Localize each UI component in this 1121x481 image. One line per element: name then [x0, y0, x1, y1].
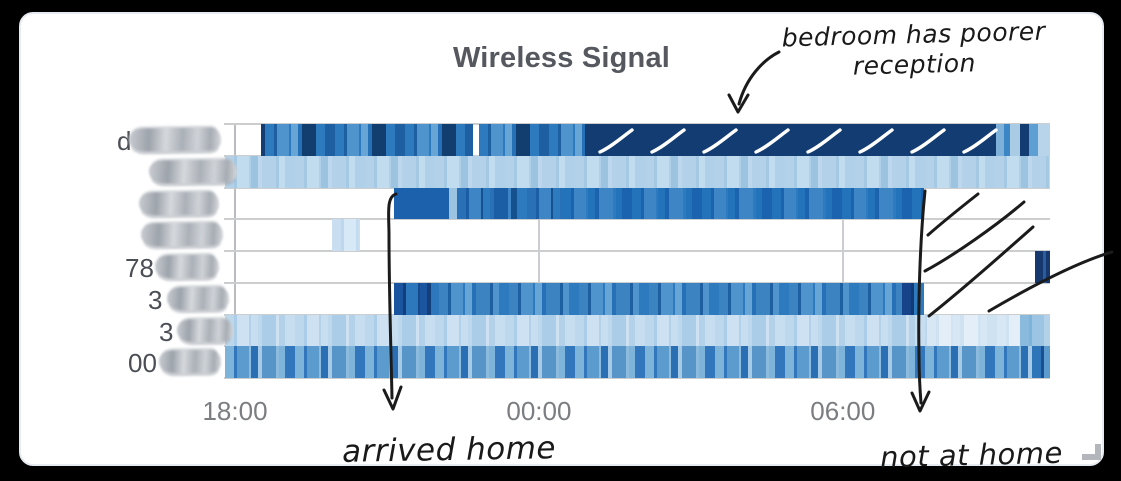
signal-band-segment — [1019, 124, 1029, 156]
signal-band-segment — [585, 124, 997, 156]
redaction-scribble — [138, 190, 220, 216]
gridline-horizontal — [224, 218, 1050, 221]
signal-band-segment — [1010, 124, 1020, 156]
signal-band-segment — [264, 124, 473, 156]
signal-band-segment — [260, 124, 265, 156]
signal-band-segment — [1019, 314, 1045, 347]
signal-band-segment — [394, 187, 449, 220]
device-label: d — [21, 124, 235, 156]
gridline-vertical — [841, 124, 844, 378]
redaction-scribble — [148, 159, 238, 184]
signal-band-segment — [478, 124, 585, 156]
gridline-horizontal — [224, 250, 1050, 252]
chart-card: Wireless Signal d 78 3 3 00 18:00 00:00 06:00 … — [19, 12, 1104, 474]
redaction-scribble — [166, 286, 230, 311]
gridline-vertical — [537, 124, 540, 378]
signal-band-segment — [224, 155, 1050, 188]
signal-band-segment — [456, 187, 562, 220]
annotation-bedroom-note: bedroom has poorer reception — [768, 16, 1059, 84]
gridline-horizontal — [224, 377, 1050, 379]
device-label — [21, 156, 238, 188]
annotation-not-at-home: not at home — [879, 435, 1064, 475]
annotation-arrived-home: arrived home — [341, 430, 557, 470]
device-label-visible-text: 00 — [128, 348, 157, 379]
plot-area[interactable] — [224, 123, 1050, 379]
resize-handle-icon[interactable] — [1082, 444, 1101, 460]
signal-band-segment — [448, 187, 457, 220]
signal-band-segment — [1034, 251, 1044, 283]
signal-bands — [224, 124, 1050, 378]
redaction-scribble — [154, 254, 220, 279]
signal-band-segment — [1004, 124, 1011, 156]
device-label — [21, 219, 235, 251]
device-labels: d 78 3 3 00 — [21, 124, 238, 378]
x-axis-tick-label: 00:00 — [506, 396, 572, 426]
device-label-visible-text: 78 — [125, 253, 154, 283]
redaction-scribble — [176, 318, 234, 342]
redaction-scribble — [140, 222, 224, 247]
device-label-visible-text: 3 — [148, 284, 163, 315]
signal-band-segment — [1028, 124, 1038, 156]
signal-band-segment — [1037, 124, 1050, 156]
device-label-visible-text: 3 — [159, 316, 174, 347]
redaction-scribble — [128, 127, 222, 152]
time-axis: 18:00 00:00 06:00 — [21, 396, 1102, 428]
signal-band-segment — [331, 219, 361, 251]
signal-band-segment — [901, 282, 924, 315]
signal-band-segment — [561, 187, 925, 220]
signal-band-segment — [224, 314, 927, 347]
x-axis-tick-label: 18:00 — [202, 396, 268, 426]
signal-band-segment — [1031, 346, 1050, 378]
signal-band-segment — [996, 124, 1005, 156]
signal-band-segment — [224, 346, 1032, 378]
signal-band-segment — [1044, 314, 1050, 347]
device-label: 3 — [21, 283, 235, 315]
signal-band-segment — [438, 282, 902, 315]
device-label: 00 — [21, 346, 235, 378]
signal-band-segment — [1045, 251, 1050, 283]
redaction-scribble — [158, 349, 222, 374]
device-label: 3 — [21, 315, 235, 347]
device-label-visible-text: d — [117, 126, 132, 156]
device-label: 78 — [21, 251, 235, 283]
signal-band-segment — [926, 314, 1020, 347]
x-axis-tick-label: 06:00 — [810, 396, 876, 426]
signal-band-segment — [394, 282, 439, 315]
device-label — [21, 188, 235, 220]
chart-title: Wireless Signal — [452, 42, 671, 74]
